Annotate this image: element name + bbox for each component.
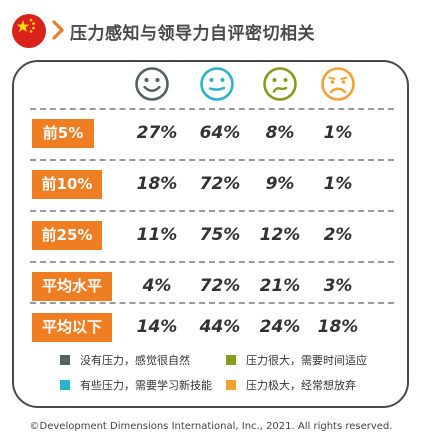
table-row: 平均水平 4% 72% 21% 3%	[30, 261, 394, 313]
results-card	[12, 60, 409, 408]
row-divider	[30, 261, 394, 263]
value-cell: 1%	[323, 123, 353, 143]
legend-swatch	[226, 380, 236, 390]
legend-label: 压力极大，经常想放弃	[246, 379, 356, 392]
legend-item: 压力极大，经常想放弃	[226, 379, 356, 393]
value-cell: 9%	[265, 174, 295, 194]
value-cell: 21%	[259, 276, 301, 296]
value-cell: 12%	[259, 225, 301, 245]
table-row: 平均以下 14% 44% 24% 18%	[30, 302, 394, 354]
legend-item: 没有压力，感觉很自然	[60, 354, 190, 368]
value-cell: 8%	[265, 123, 295, 143]
value-cell: 18%	[317, 317, 359, 337]
row-label: 前5%	[32, 119, 94, 148]
legend-swatch	[60, 355, 70, 365]
legend-label: 压力很大，需要时间适应	[246, 354, 367, 367]
legend-item: 压力很大，需要时间适应	[226, 354, 367, 368]
header: 压力感知与领导力自评密切相关	[8, 12, 418, 48]
value-cell: 24%	[259, 317, 301, 337]
value-cell: 2%	[323, 225, 353, 245]
legend-swatch	[226, 355, 236, 365]
value-cell: 1%	[323, 174, 353, 194]
value-cell: 11%	[136, 225, 178, 245]
value-cell: 72%	[199, 174, 241, 194]
smiling-face-icon	[135, 67, 169, 101]
value-cell: 72%	[199, 276, 241, 296]
row-label: 前10%	[32, 170, 102, 199]
legend-swatch	[60, 380, 70, 390]
table-row: 前5% 27% 64% 8% 1%	[30, 108, 394, 160]
legend-item: 有些压力，需要学习新技能	[60, 379, 212, 393]
legend-label: 没有压力，感觉很自然	[80, 354, 190, 367]
value-cell: 3%	[323, 276, 353, 296]
sad-face-icon	[321, 67, 355, 101]
page-title: 压力感知与领导力自评密切相关	[70, 24, 315, 44]
row-divider	[30, 210, 394, 212]
worried-face-icon	[263, 67, 297, 101]
row-label: 平均水平	[32, 272, 112, 301]
table-row: 前25% 11% 75% 12% 2%	[30, 210, 394, 262]
value-cell: 18%	[136, 174, 178, 194]
legend-label: 有些压力，需要学习新技能	[80, 379, 212, 392]
china-flag-icon	[12, 14, 46, 48]
row-divider	[30, 302, 394, 304]
value-cell: 4%	[142, 276, 172, 296]
chevron-right-icon	[52, 20, 64, 40]
row-label: 平均以下	[32, 313, 112, 342]
row-divider	[30, 108, 394, 110]
value-cell: 27%	[136, 123, 178, 143]
table-row: 前10% 18% 72% 9% 1%	[30, 159, 394, 211]
row-divider	[30, 159, 394, 161]
copyright-footer: ©Development Dimensions International, I…	[29, 421, 393, 432]
value-cell: 44%	[199, 317, 241, 337]
value-cell: 64%	[199, 123, 241, 143]
value-cell: 75%	[199, 225, 241, 245]
neutral-face-icon	[200, 67, 234, 101]
value-cell: 14%	[136, 317, 178, 337]
row-label: 前25%	[32, 221, 102, 250]
